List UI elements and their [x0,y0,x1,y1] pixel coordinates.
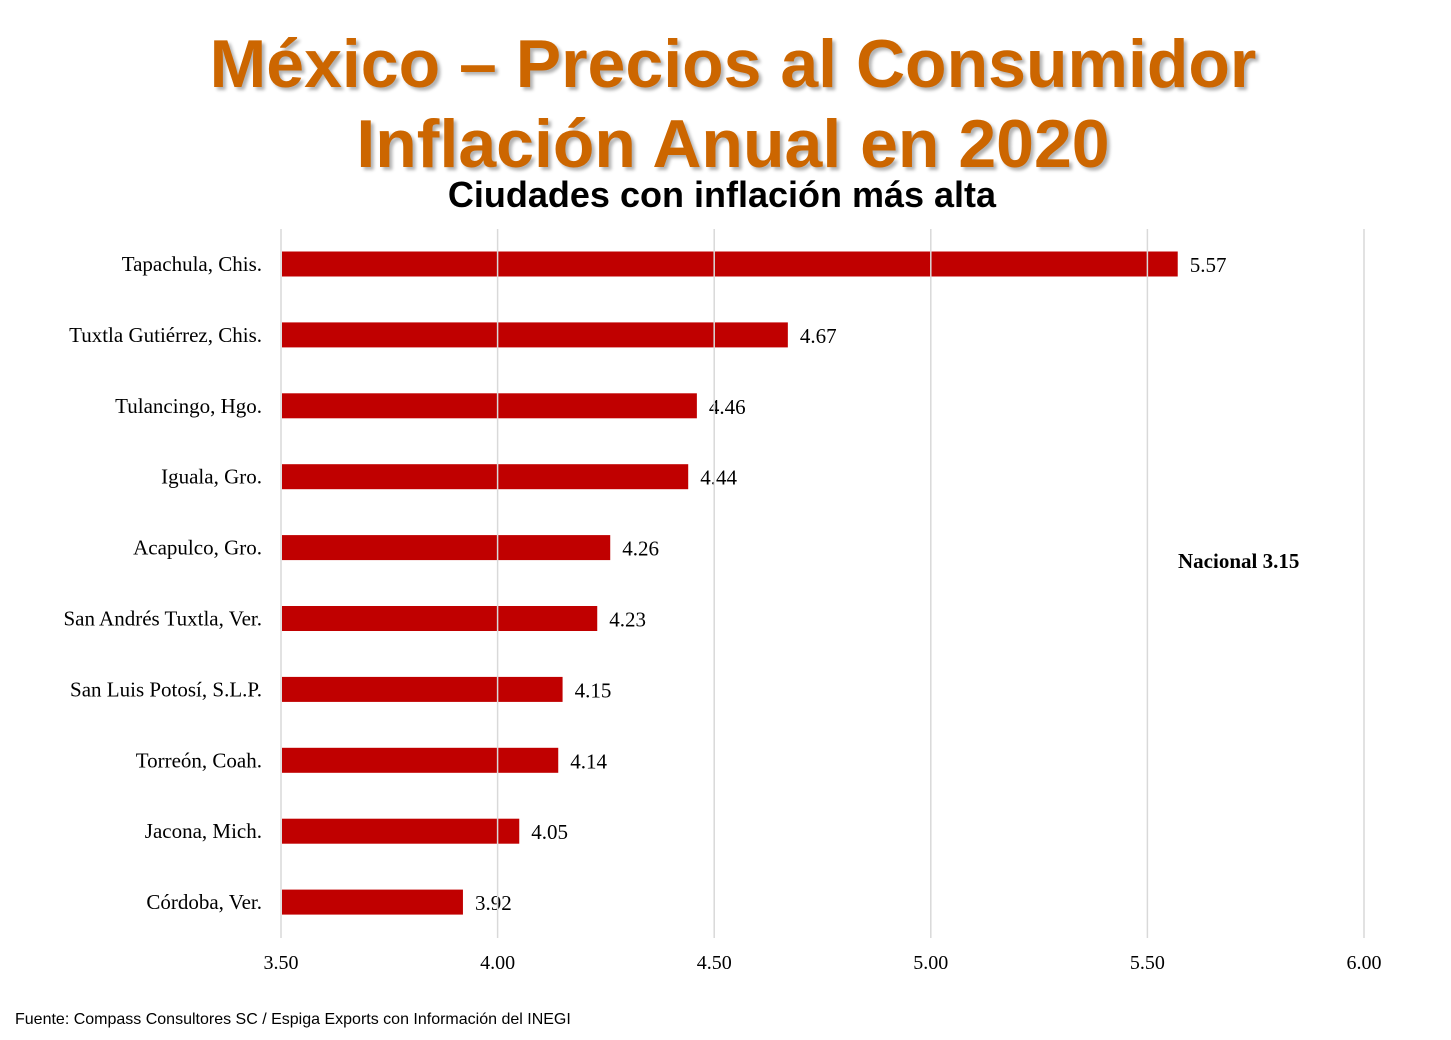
bar [282,393,697,419]
x-tick-label: 5.00 [913,952,948,974]
bar [282,251,1178,277]
bar [282,606,598,631]
data-label: 4.46 [709,395,746,419]
category-label: Jacona, Mich. [145,819,262,843]
category-label: Torreón, Coah. [136,748,262,772]
bar [282,464,689,490]
data-label: 4.26 [622,537,659,561]
data-label: 4.05 [531,820,568,844]
data-label: 4.15 [575,678,612,702]
bar [282,818,520,844]
annotation-nacional: Nacional 3.15 [1178,549,1299,573]
bar [282,747,559,773]
category-label: Córdoba, Ver. [146,890,262,914]
category-label: Tapachula, Chis. [122,252,262,276]
category-label: San Luis Potosí, S.L.P. [70,677,262,701]
x-tick-label: 6.00 [1347,952,1382,974]
bar [282,676,563,702]
category-label: Tuxtla Gutiérrez, Chis. [69,323,262,347]
data-label: 5.57 [1190,253,1227,277]
data-label: 4.44 [700,466,737,490]
source-footer: Fuente: Compass Consultores SC / Espiga … [15,1011,571,1028]
data-label: 4.14 [570,749,607,773]
category-label: Acapulco, Gro. [133,536,262,560]
x-tick-label: 3.50 [264,952,299,974]
bar [282,889,463,915]
category-label: San Andrés Tuxtla, Ver. [63,607,262,631]
data-label: 3.92 [475,891,512,915]
bar [282,322,788,348]
bar [282,535,611,561]
data-label: 4.23 [609,608,646,632]
category-label: Iguala, Gro. [161,465,262,489]
category-label: Tulancingo, Hgo. [115,394,262,418]
title-line-2: Inflación Anual en 2020 [356,106,1110,182]
chart-title: Ciudades con inflación más alta [447,174,997,215]
x-tick-label: 4.50 [697,952,732,974]
title-line-1: México – Precios al Consumidor [209,26,1257,102]
x-tick-label: 4.00 [480,952,515,974]
data-label: 4.67 [800,324,837,348]
x-tick-label: 5.50 [1130,952,1165,974]
